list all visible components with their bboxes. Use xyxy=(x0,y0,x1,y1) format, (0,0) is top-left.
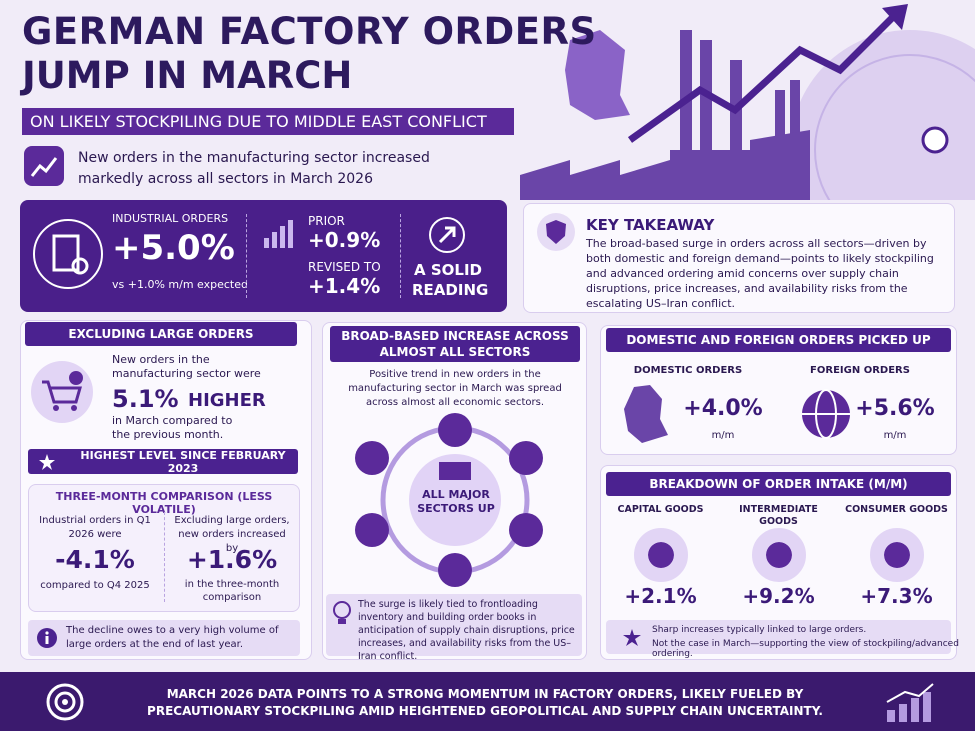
cart-icon xyxy=(31,361,93,423)
text: New orders in the manufacturing sector w… xyxy=(112,353,261,380)
section-title: THREE-MONTH COMPARISON (LESS VOLATILE) xyxy=(55,490,273,516)
item-icon xyxy=(870,528,924,582)
note-box xyxy=(28,620,300,656)
prior-value: +0.9% xyxy=(308,228,381,252)
item-value: +7.3% xyxy=(860,584,933,608)
banner: HIGHEST LEVEL SINCE FEBRUARY 2023 xyxy=(28,449,298,475)
star-icon xyxy=(623,629,641,646)
item-value: +5.6% xyxy=(855,396,935,421)
title-line: GERMAN FACTORY ORDERS xyxy=(22,10,597,53)
item-unit: m/m xyxy=(883,430,907,441)
clipboard-icon xyxy=(33,219,103,289)
globe-icon xyxy=(802,389,850,439)
value: 5.1% xyxy=(112,385,179,413)
divider xyxy=(400,214,401,298)
star-icon xyxy=(39,454,55,470)
header-illustration xyxy=(520,4,975,200)
note: The surge is likely tied to frontloading… xyxy=(358,599,575,662)
divider xyxy=(246,214,247,298)
item-icon xyxy=(634,528,688,582)
key-takeaway: KEY TAKEAWAY The broad-based surge in or… xyxy=(523,203,955,313)
item-value: +2.1% xyxy=(624,584,697,608)
target-icon xyxy=(46,683,84,721)
note: The decline owes to a very high volume o… xyxy=(66,625,279,650)
shield-icon xyxy=(537,213,575,251)
item-unit: m/m xyxy=(711,430,735,441)
intro: New orders in the manufacturing sector i… xyxy=(78,150,430,187)
item-label: FOREIGN ORDERS xyxy=(810,365,910,376)
item-label: CAPITAL GOODS xyxy=(617,504,704,515)
revised-label: REVISED TO xyxy=(308,260,381,274)
section-title: DOMESTIC AND FOREIGN ORDERS PICKED UP xyxy=(606,328,951,352)
title-line: JUMP IN MARCH xyxy=(22,54,353,97)
section-title: BROAD-BASED INCREASE ACROSS ALMOST ALL S… xyxy=(330,326,580,362)
info-icon xyxy=(37,628,57,648)
section-title: BREAKDOWN OF ORDER INTAKE (M/M) xyxy=(606,472,951,496)
growth-icon xyxy=(886,683,934,722)
revised-value: +1.4% xyxy=(308,274,381,298)
text: in the three-month comparison xyxy=(184,579,280,603)
verdict: A SOLID READING xyxy=(412,261,489,299)
bars-icon xyxy=(264,220,293,248)
item-value: +9.2% xyxy=(742,584,815,608)
value: +5.0% xyxy=(112,228,235,268)
germany-icon xyxy=(624,385,668,443)
label: INDUSTRIAL ORDERS xyxy=(112,212,229,225)
sector-wheel xyxy=(355,413,543,587)
section-title: EXCLUDING LARGE ORDERS xyxy=(25,322,297,346)
item-label: CONSUMER GOODS xyxy=(845,504,948,515)
text: in March compared to the previous month. xyxy=(112,414,233,441)
prior-label: PRIOR xyxy=(308,214,345,228)
footer-text: MARCH 2026 DATA POINTS TO A STRONG MOMEN… xyxy=(147,687,823,718)
note: Sharp increases typically linked to larg… xyxy=(652,625,867,635)
takeaway-title: KEY TAKEAWAY xyxy=(586,216,715,234)
note-box xyxy=(606,620,951,654)
center-label: ALL MAJOR SECTORS UP xyxy=(417,488,495,515)
text: Excluding large orders, new orders incre… xyxy=(174,515,290,554)
subtitle: ON LIKELY STOCKPILING DUE TO MIDDLE EAST… xyxy=(22,108,514,135)
footer: MARCH 2026 DATA POINTS TO A STRONG MOMEN… xyxy=(0,672,975,731)
text: Industrial orders in Q1 2026 were xyxy=(39,515,151,540)
item-label: INTERMEDIATE GOODS xyxy=(739,504,818,527)
note-box xyxy=(326,594,582,656)
value: +1.6% xyxy=(186,545,278,574)
note: Not the case in March—supporting the vie… xyxy=(652,639,959,659)
item-label: DOMESTIC ORDERS xyxy=(633,365,743,376)
note: vs +1.0% m/m expected xyxy=(112,278,248,291)
divider xyxy=(164,512,165,602)
takeaway-text: The broad-based surge in orders across a… xyxy=(586,237,934,310)
item-icon xyxy=(752,528,806,582)
chart-icon xyxy=(24,146,64,186)
text: compared to Q4 2025 xyxy=(40,580,150,591)
text: Positive trend in new orders in the manu… xyxy=(348,369,562,408)
value: -4.1% xyxy=(55,545,135,574)
bulb-icon xyxy=(333,601,351,624)
value-word: HIGHER xyxy=(188,390,266,411)
headline-box: INDUSTRIAL ORDERS +5.0% vs +1.0% m/m exp… xyxy=(20,200,507,312)
item-value: +4.0% xyxy=(683,396,763,421)
arrow-icon xyxy=(429,217,465,253)
